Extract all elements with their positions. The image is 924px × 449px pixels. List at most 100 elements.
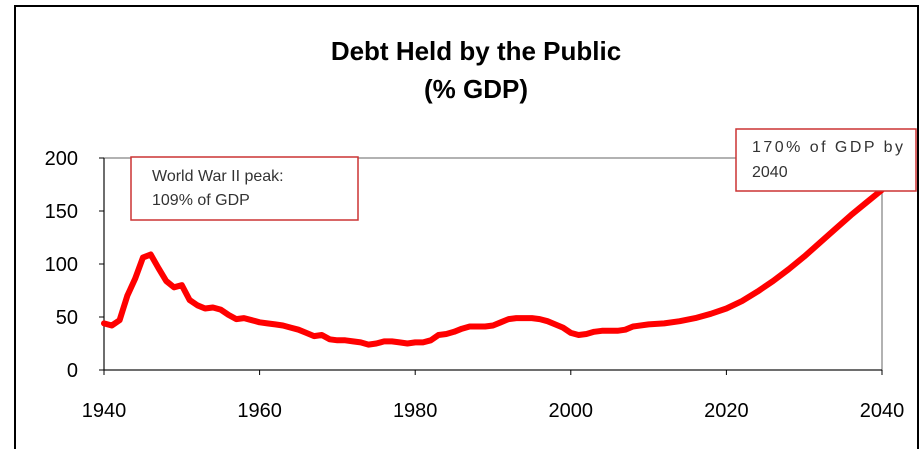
data-point bbox=[562, 327, 564, 329]
data-point bbox=[406, 342, 408, 345]
data-point bbox=[710, 313, 712, 315]
data-point bbox=[834, 228, 836, 230]
series-group bbox=[101, 186, 885, 348]
data-point bbox=[196, 304, 198, 306]
annotation-2040-line-2: 2040 bbox=[752, 164, 788, 181]
data-point bbox=[578, 334, 580, 336]
data-point bbox=[803, 256, 805, 258]
data-point bbox=[523, 317, 525, 319]
data-point bbox=[741, 300, 743, 302]
data-point bbox=[321, 334, 323, 336]
data-point bbox=[375, 342, 377, 345]
data-point bbox=[570, 332, 572, 334]
data-point bbox=[173, 286, 175, 288]
data-point bbox=[142, 257, 144, 259]
data-point bbox=[391, 340, 393, 342]
data-point bbox=[531, 317, 533, 319]
x-tick-label: 1980 bbox=[393, 400, 438, 422]
data-point bbox=[251, 319, 253, 321]
data-point bbox=[204, 307, 206, 310]
data-point bbox=[313, 335, 315, 337]
annotation-ww2-line-2: 109% of GDP bbox=[152, 192, 250, 209]
data-point bbox=[819, 242, 821, 244]
data-point bbox=[259, 321, 261, 323]
data-point bbox=[414, 341, 416, 343]
data-point bbox=[445, 333, 447, 335]
x-axis-ticks: 1940 1960 1980 2000 2020 2040 bbox=[82, 370, 905, 422]
data-point bbox=[150, 253, 152, 256]
data-point bbox=[484, 325, 486, 328]
y-tick-label: 150 bbox=[45, 201, 78, 223]
data-point bbox=[508, 318, 510, 320]
x-tick-label: 1960 bbox=[237, 400, 282, 422]
data-point bbox=[850, 214, 852, 216]
y-tick-label: 200 bbox=[45, 148, 78, 170]
chart-subtitle: (% GDP) bbox=[424, 74, 528, 104]
data-point bbox=[189, 299, 191, 301]
x-tick-label: 2020 bbox=[704, 400, 749, 422]
data-point bbox=[476, 325, 478, 328]
y-tick-label: 50 bbox=[56, 307, 78, 329]
data-point bbox=[616, 330, 619, 332]
data-point bbox=[679, 320, 681, 322]
data-point bbox=[430, 339, 432, 341]
data-point bbox=[624, 329, 626, 331]
data-point bbox=[134, 278, 136, 280]
x-tick-label: 2000 bbox=[549, 400, 594, 422]
data-point bbox=[212, 306, 214, 309]
x-tick-label: 2040 bbox=[860, 400, 905, 422]
data-point bbox=[367, 344, 370, 346]
data-point bbox=[111, 324, 113, 327]
data-point bbox=[788, 268, 790, 270]
data-point bbox=[500, 321, 502, 323]
data-point bbox=[663, 322, 665, 324]
data-point bbox=[220, 309, 222, 311]
data-point bbox=[126, 295, 128, 297]
data-point bbox=[274, 323, 276, 325]
chart-frame bbox=[14, 5, 919, 449]
data-point bbox=[103, 322, 105, 324]
data-point bbox=[383, 340, 385, 342]
data-point bbox=[539, 318, 541, 320]
data-point bbox=[227, 314, 230, 316]
data-point bbox=[165, 280, 167, 282]
data-point bbox=[554, 323, 556, 325]
annotation-ww2-box bbox=[130, 156, 359, 221]
y-tick-label: 0 bbox=[67, 360, 78, 382]
data-point bbox=[282, 324, 284, 327]
data-point bbox=[181, 284, 183, 286]
annotation-ww2: World War II peak: 109% of GDP bbox=[130, 156, 359, 221]
data-point bbox=[119, 319, 121, 321]
data-point bbox=[305, 332, 307, 334]
annotation-2040-line-1: 170% of GDP by bbox=[752, 139, 903, 156]
data-point bbox=[297, 329, 300, 331]
data-point bbox=[648, 323, 650, 325]
data-point bbox=[632, 325, 634, 328]
data-point bbox=[243, 317, 245, 319]
data-point bbox=[694, 317, 696, 319]
data-point bbox=[336, 339, 338, 341]
data-point bbox=[772, 280, 774, 282]
data-point bbox=[344, 339, 346, 341]
y-axis-ticks: 0 50 100 150 200 bbox=[45, 148, 104, 382]
annotation-ww2-line-1: World War II peak: bbox=[152, 168, 284, 185]
data-point bbox=[546, 320, 549, 322]
data-point bbox=[360, 341, 362, 343]
data-point bbox=[437, 334, 440, 336]
x-tick-label: 1940 bbox=[82, 400, 127, 422]
data-point bbox=[593, 331, 595, 333]
data-point bbox=[492, 324, 494, 327]
data-point bbox=[609, 330, 611, 332]
data-point bbox=[461, 328, 463, 330]
data-point bbox=[266, 322, 268, 324]
annotation-2040: 170% of GDP by 2040 bbox=[735, 128, 917, 192]
data-point bbox=[235, 318, 237, 320]
data-point bbox=[290, 327, 292, 329]
annotation-2040-box bbox=[735, 128, 917, 192]
data-point bbox=[352, 340, 354, 342]
y-tick-label: 100 bbox=[45, 254, 78, 276]
data-point bbox=[157, 267, 160, 269]
data-point bbox=[601, 330, 603, 332]
data-point bbox=[422, 341, 424, 343]
